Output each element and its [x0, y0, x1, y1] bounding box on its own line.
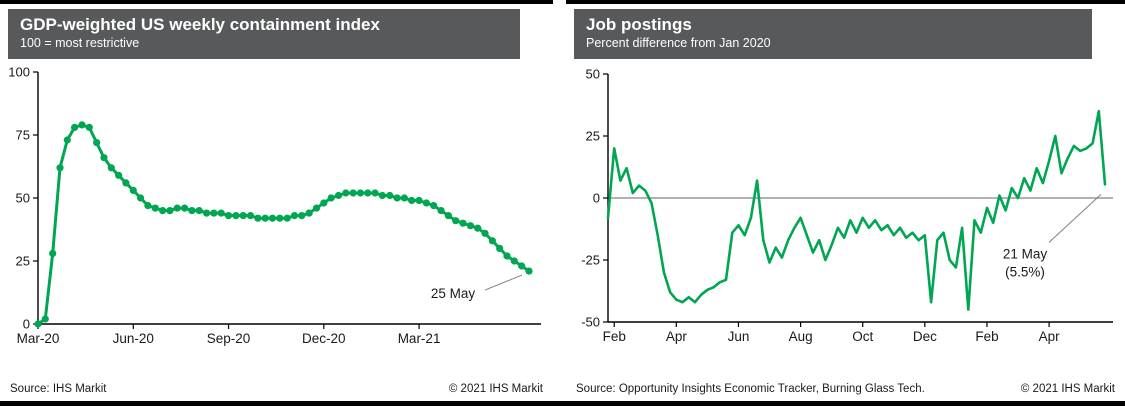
svg-text:25 May: 25 May: [431, 286, 476, 301]
job-postings-header: Job postings Percent difference from Jan…: [574, 9, 1092, 59]
svg-text:Dec: Dec: [913, 329, 937, 344]
svg-text:Apr: Apr: [1039, 329, 1061, 344]
job-postings-panel: Job postings Percent difference from Jan…: [566, 0, 1125, 401]
svg-text:25: 25: [586, 128, 600, 143]
svg-text:50: 50: [586, 66, 600, 81]
svg-text:0: 0: [23, 316, 30, 331]
containment-index-footer: Source: IHS Markit © 2021 IHS Markit: [0, 383, 553, 401]
svg-text:21 May: 21 May: [1003, 246, 1048, 261]
svg-text:Feb: Feb: [975, 329, 998, 344]
job-postings-subtitle: Percent difference from Jan 2020: [586, 36, 771, 51]
job-postings-copyright: © 2021 IHS Markit: [1020, 383, 1115, 395]
containment-index-subtitle: 100 = most restrictive: [20, 36, 140, 51]
svg-text:100: 100: [8, 64, 30, 79]
svg-text:Apr: Apr: [666, 329, 688, 344]
containment-index-title: GDP-weighted US weekly containment index: [20, 15, 380, 34]
containment-index-copyright: © 2021 IHS Markit: [448, 383, 543, 395]
svg-text:Mar-21: Mar-21: [398, 331, 441, 346]
job-postings-chart-area: -50 -25 0 25 50 Feb Apr Jun Aug Oct Dec Feb Apr 21 Ma…: [568, 62, 1125, 362]
svg-text:0: 0: [593, 190, 600, 205]
containment-index-panel: GDP-weighted US weekly containment index…: [0, 0, 553, 401]
svg-text:Mar-20: Mar-20: [17, 331, 60, 346]
svg-text:Feb: Feb: [603, 329, 626, 344]
svg-text:Aug: Aug: [789, 329, 813, 344]
svg-text:25: 25: [16, 253, 30, 268]
svg-text:Jun: Jun: [728, 329, 750, 344]
svg-text:(5.5%): (5.5%): [1005, 264, 1045, 279]
containment-index-source: Source: IHS Markit: [10, 383, 107, 395]
job-postings-chart: -50 -25 0 25 50 Feb Apr Jun Aug Oct Dec Feb Apr 21 Ma…: [581, 66, 1113, 344]
containment-index-chart: 0 25 50 75 100 Mar-20 Jun-20 Sep-20 Dec-20 Mar-21…: [8, 64, 541, 346]
svg-text:Sep-20: Sep-20: [207, 331, 251, 346]
svg-text:50: 50: [16, 190, 30, 205]
job-postings-title: Job postings: [586, 15, 692, 34]
svg-text:Dec-20: Dec-20: [302, 331, 346, 346]
svg-text:-25: -25: [581, 252, 600, 267]
svg-text:Jun-20: Jun-20: [113, 331, 154, 346]
job-postings-footer: Source: Opportunity Insights Economic Tr…: [566, 383, 1125, 401]
job-postings-source: Source: Opportunity Insights Economic Tr…: [576, 383, 925, 395]
containment-index-chart-area: 0 25 50 75 100 Mar-20 Jun-20 Sep-20 Dec-20 Mar-21…: [2, 62, 553, 362]
containment-index-header: GDP-weighted US weekly containment index…: [8, 9, 520, 59]
svg-text:Oct: Oct: [852, 329, 873, 344]
svg-text:-50: -50: [581, 314, 600, 329]
svg-text:75: 75: [16, 127, 30, 142]
